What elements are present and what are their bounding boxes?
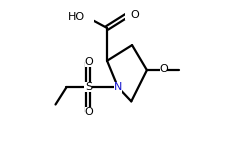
FancyBboxPatch shape: [125, 10, 132, 20]
Text: N: N: [114, 82, 122, 92]
FancyBboxPatch shape: [80, 12, 94, 22]
FancyBboxPatch shape: [84, 82, 92, 92]
FancyBboxPatch shape: [160, 65, 167, 75]
Text: O: O: [84, 107, 93, 117]
Text: HO: HO: [68, 12, 85, 22]
Text: S: S: [85, 82, 92, 92]
Text: O: O: [84, 57, 93, 67]
FancyBboxPatch shape: [85, 57, 92, 67]
FancyBboxPatch shape: [114, 82, 122, 93]
Text: O: O: [131, 10, 139, 20]
Text: O: O: [159, 64, 168, 74]
FancyBboxPatch shape: [85, 107, 92, 117]
